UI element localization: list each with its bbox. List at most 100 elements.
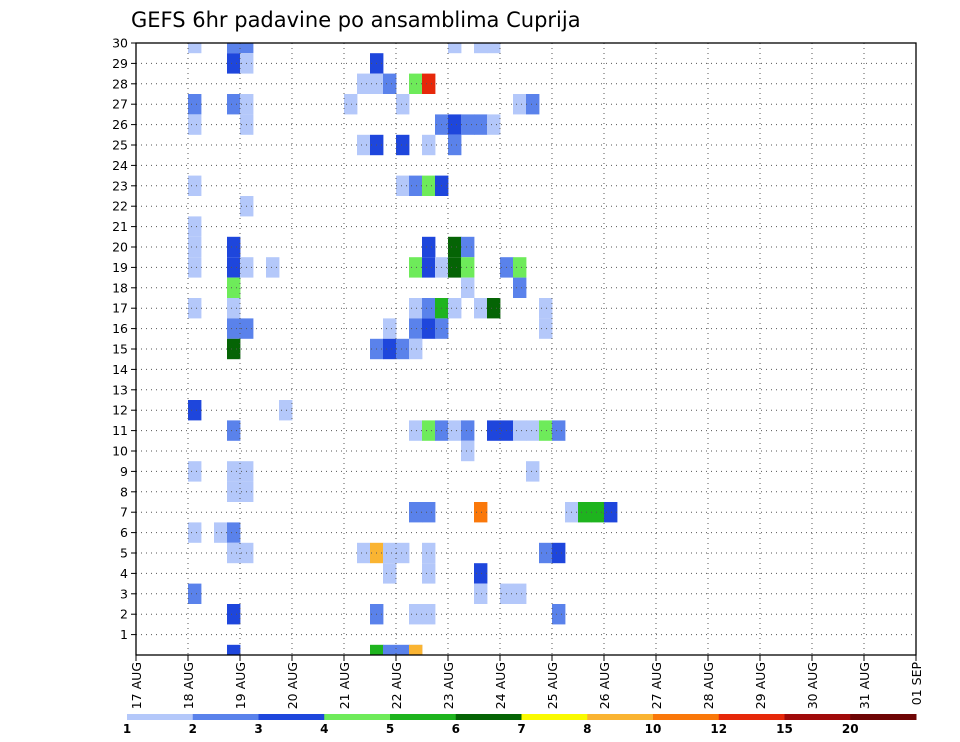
legend-label: 4 [320,722,328,736]
heatmap-cell [188,43,202,54]
heatmap-cell [240,43,254,54]
x-tick-label: 30 AUG [805,662,820,709]
y-tick-label: 14 [112,362,128,377]
y-tick-label: 30 [112,36,128,51]
x-tick-label: 19 AUG [233,662,248,709]
heatmap-cell [448,236,462,258]
x-tick-label: 26 AUG [597,662,612,709]
heatmap-cell [227,94,241,115]
heatmap-cell [513,420,527,441]
heatmap-cell [227,338,241,360]
legend-label: 8 [583,722,591,736]
y-tick-label: 15 [112,342,128,357]
heatmap-cell [578,502,592,523]
x-tick-label: 20 AUG [285,662,300,709]
heatmap-cell [474,563,488,584]
legend-swatch [784,714,851,720]
y-tick-label: 13 [112,382,128,397]
legend-label: 12 [710,722,727,736]
legend-swatch [258,714,325,720]
color-legend: 1 2 3 4 5 6 7 8 10 12 15 20 [123,714,917,736]
legend-label: 2 [189,722,197,736]
heatmap-cell [448,114,462,135]
y-tick-label: 3 [120,586,128,601]
heatmap-cell [422,175,436,196]
heatmap-cell [266,257,280,278]
heatmap-cell [422,420,436,441]
x-tick-label: 31 AUG [857,662,872,709]
legend-label: 1 [123,722,131,736]
heatmap-cell [383,318,397,339]
heatmap-cell [591,502,605,523]
heatmap-cell [357,134,371,156]
heatmap-cell [227,298,241,319]
heatmap-cell [526,461,540,482]
y-tick-label: 24 [112,158,128,173]
y-tick-label: 12 [112,403,128,418]
x-tick-label: 25 AUG [545,662,560,709]
heatmap-cell [227,257,241,278]
heatmap-cell [409,420,423,441]
heatmap-cell [513,257,527,278]
heatmap-cell [188,94,202,115]
legend-label: 15 [776,722,793,736]
heatmap-cell [422,236,436,258]
x-tick-label: 01 SEP [909,662,924,706]
heatmap-cell [227,481,241,502]
heatmap-cell [539,318,553,339]
heatmap-cell [448,43,462,54]
heatmap-cell [370,644,384,655]
heatmap-cell [383,338,397,360]
y-tick-label: 29 [112,56,128,71]
heatmap-cell [461,236,475,258]
heatmap-cell [214,522,228,543]
heatmap-cell [188,400,202,421]
heatmap-cell [409,338,423,360]
heatmap-cell [409,644,423,655]
heatmap-cell [188,461,202,482]
y-tick-label: 22 [112,199,128,214]
heatmap-cell [461,257,475,278]
heatmap-cell [448,298,462,319]
heatmap-cell [227,461,241,482]
heatmap-cell [383,73,397,94]
heatmap-cell [227,604,241,625]
heatmap-cell [227,277,241,298]
legend-swatch [127,714,194,720]
y-tick-label: 18 [112,280,128,295]
heatmap-cell [396,542,410,564]
legend-swatch [192,714,259,720]
grid-layer [136,43,916,655]
heatmap-cell [422,604,436,625]
heatmap-cell [487,114,501,135]
heatmap-cell [422,318,436,339]
heatmap-cell [474,502,488,523]
heatmap-cell [422,502,436,523]
heatmap-cell [474,583,488,604]
legend-swatch [455,714,522,720]
legend-swatch [521,714,588,720]
heatmap-cell [383,563,397,584]
heatmap-cell [552,542,566,564]
heatmap-cell [188,583,202,604]
heatmap-cell [227,236,241,258]
heatmap-cell [526,420,540,441]
y-tick-label: 19 [112,260,128,275]
heatmap-cell [188,175,202,196]
y-tick-label: 1 [120,627,128,642]
heatmap-cell [279,400,293,421]
legend-swatch [653,714,720,720]
y-tick-label: 4 [120,566,128,581]
heatmap-cell [409,502,423,523]
heatmap-cell [396,175,410,196]
y-tick-label: 8 [120,484,128,499]
chart-title: GEFS 6hr padavine po ansamblima Cuprija [131,8,581,32]
heatmap-cell [539,542,553,564]
heatmap-cell [422,134,436,156]
y-tick-label: 5 [120,546,128,561]
heatmap-cell [461,420,475,441]
legend-swatch [587,714,654,720]
x-axis: 17 AUG 18 AUG 19 AUG 20 AUG 21 AUG 22 AUG 23 A… [129,655,924,709]
heatmap-cell [188,522,202,543]
heatmap-cell [383,542,397,564]
